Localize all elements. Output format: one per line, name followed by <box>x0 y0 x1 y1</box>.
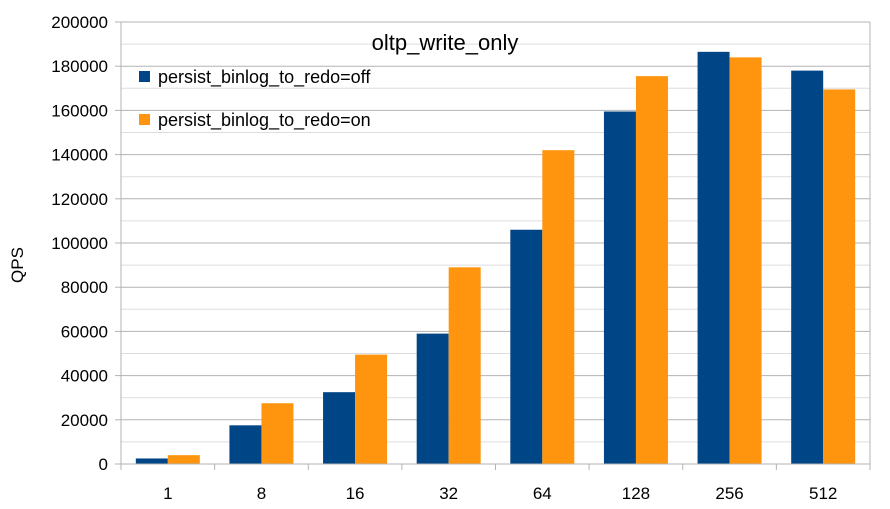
bars <box>135 51 856 465</box>
y-tick-label: 200000 <box>51 13 108 32</box>
bar-on-256 <box>729 57 762 465</box>
bar-off-8 <box>229 425 262 464</box>
y-tick-label: 120000 <box>51 190 108 209</box>
y-tick-label: 60000 <box>61 322 108 341</box>
y-tick-label: 80000 <box>61 278 108 297</box>
legend-swatch-on <box>139 114 150 125</box>
bar-off-64 <box>510 229 543 464</box>
bar-on-1 <box>167 455 200 464</box>
y-tick-label: 20000 <box>61 411 108 430</box>
y-tick-label: 180000 <box>51 57 108 76</box>
x-tick-label: 64 <box>533 484 552 503</box>
x-tick-label: 512 <box>809 484 837 503</box>
bar-on-128 <box>635 76 668 465</box>
bar-on-8 <box>261 403 294 464</box>
chart-title: oltp_write_only <box>372 30 519 55</box>
x-tick-label: 16 <box>346 484 365 503</box>
legend-label-on: persist_binlog_to_redo=on <box>158 110 371 131</box>
x-tick-label: 256 <box>715 484 743 503</box>
x-tick-labels: 1 8 16 32 64 128 256 512 <box>163 484 837 503</box>
legend: persist_binlog_to_redo=off persist_binlo… <box>139 67 371 131</box>
y-axis-label: QPS <box>8 247 27 283</box>
y-tick-label: 100000 <box>51 234 108 253</box>
x-tick-label: 8 <box>257 484 266 503</box>
x-tick-label: 1 <box>163 484 172 503</box>
axes <box>115 21 871 470</box>
bar-off-256 <box>697 51 730 465</box>
bar-on-64 <box>542 150 575 464</box>
legend-label-off: persist_binlog_to_redo=off <box>158 67 371 88</box>
bar-off-1 <box>135 458 168 464</box>
bar-off-32 <box>416 333 449 464</box>
y-tick-label: 40000 <box>61 367 108 386</box>
y-tick-labels: 0 20000 40000 60000 80000 100000 120000 140000 1… <box>51 13 108 474</box>
bar-off-16 <box>323 392 356 464</box>
bar-on-32 <box>448 267 481 464</box>
y-tick-label: 140000 <box>51 146 108 165</box>
bar-off-512 <box>791 70 824 465</box>
bar-on-16 <box>355 354 388 464</box>
y-tick-label: 160000 <box>51 101 108 120</box>
x-tick-label: 32 <box>439 484 458 503</box>
bar-on-512 <box>823 89 856 464</box>
y-tick-label: 0 <box>99 455 108 474</box>
x-tick-label: 128 <box>622 484 650 503</box>
bar-off-128 <box>603 111 636 464</box>
legend-swatch-off <box>139 71 150 82</box>
